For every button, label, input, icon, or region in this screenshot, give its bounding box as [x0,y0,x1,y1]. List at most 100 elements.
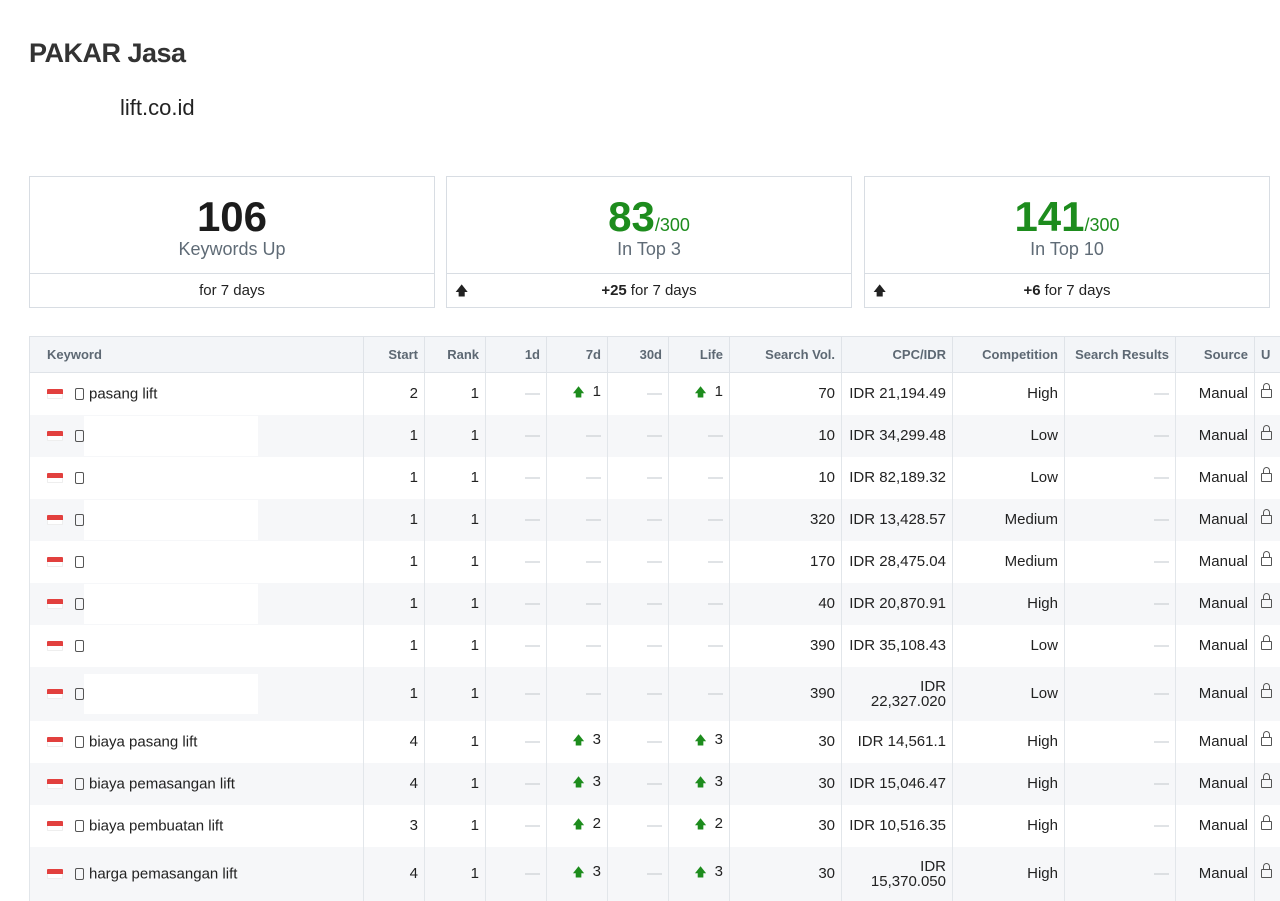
column-header-start[interactable]: Start [363,336,425,373]
competition-cell: High [952,720,1065,763]
arrow-up-icon: 🡅 [572,865,585,879]
redacted-keyword [84,457,258,498]
change-life-value: 2 [714,815,723,832]
change-7d-value: 3 [592,863,601,880]
lock-icon[interactable] [1261,551,1272,566]
redacted-keyword [84,415,258,456]
lock-cell[interactable] [1254,372,1280,415]
column-header-rank[interactable]: Rank [424,336,486,373]
column-header-competition[interactable]: Competition [952,336,1065,373]
keyword-text[interactable]: harga pemasangan lift [89,865,238,883]
lock-cell[interactable] [1254,414,1280,457]
lock-icon[interactable] [1261,425,1272,440]
source-cell: Manual [1175,624,1255,667]
indonesia-flag-icon [47,640,63,651]
change-life-cell: — [668,540,730,583]
change-life-cell: 🡅 2 [668,804,730,847]
rank-cell: 1 [424,846,486,901]
lock-icon[interactable] [1261,635,1272,650]
keyword-cell: pasang lift [29,372,364,415]
lock-cell[interactable] [1254,762,1280,805]
change-7d-value: 1 [592,383,601,401]
search-results-cell: — [1064,846,1176,901]
lock-icon[interactable] [1261,683,1272,698]
change-life-cell: — [668,456,730,499]
column-header-30d[interactable]: 30d [607,336,669,373]
change-7d-cell: 🡅 2 [546,804,608,847]
keyword-cell [29,624,364,667]
change-1d-cell: — [485,498,547,541]
lock-cell[interactable] [1254,846,1280,901]
lock-icon[interactable] [1261,773,1272,788]
keyword-cell: harga pemasangan lift [29,846,364,901]
search-volume-cell: 390 [729,666,842,721]
change-30d-cell: — [607,498,669,541]
lock-icon[interactable] [1261,383,1272,399]
change-1d-cell: — [485,372,547,415]
lock-cell[interactable] [1254,456,1280,499]
keyword-text[interactable]: biaya pembuatan lift [89,817,224,835]
source-cell: Manual [1175,720,1255,763]
lock-icon[interactable] [1261,593,1272,608]
redacted-keyword [84,625,258,666]
column-header-cpc[interactable]: CPC/IDR [841,336,953,373]
indonesia-flag-icon [47,820,63,831]
column-header-1d[interactable]: 1d [485,336,547,373]
column-header-7d[interactable]: 7d [546,336,608,373]
lock-cell[interactable] [1254,498,1280,541]
keyword-cell [29,540,364,583]
lock-cell[interactable] [1254,624,1280,667]
keywords-up-value: 106 [196,193,268,240]
column-header-source[interactable]: Source [1175,336,1255,373]
cpc-cell: IDR 14,561.1 [841,720,953,763]
lock-icon[interactable] [1261,509,1272,524]
competition-cell: Low [952,456,1065,499]
indonesia-flag-icon [47,472,63,483]
change-life-value: 3 [714,773,723,790]
table-row: 1 1— — — —390 IDR 35,108.43 Low — Manual [29,624,1280,667]
keyword-text[interactable]: biaya pasang lift [89,733,198,751]
lock-cell[interactable] [1254,804,1280,847]
change-life-value: 3 [714,863,723,880]
search-volume-cell: 10 [729,414,842,457]
change-7d-value: 3 [592,773,601,790]
arrow-up-icon: 🡅 [455,283,469,298]
arrow-up-icon: 🡅 [572,733,585,747]
lock-cell[interactable] [1254,540,1280,583]
column-header-search-results[interactable]: Search Results [1064,336,1176,373]
change-1d-cell: — [485,804,547,847]
lock-icon[interactable] [1261,731,1272,746]
source-cell: Manual [1175,372,1255,415]
top3-label: In Top 3 [617,239,681,259]
column-header-keyword[interactable]: Keyword [29,336,364,373]
mobile-device-icon [75,429,84,442]
change-life-cell: — [668,624,730,667]
competition-cell: Low [952,624,1065,667]
keyword-cell [29,498,364,541]
lock-icon[interactable] [1261,467,1272,482]
search-results-cell: — [1064,498,1176,541]
rank-cell: 1 [424,582,486,625]
change-life-value: 3 [714,731,723,748]
lock-cell[interactable] [1254,720,1280,763]
cpc-cell: IDR 22,327.020 [841,666,953,721]
lock-icon[interactable] [1261,863,1272,878]
keyword-text[interactable]: biaya pemasangan lift [89,775,235,793]
keyword-text[interactable]: pasang lift [89,385,158,403]
column-header-life[interactable]: Life [668,336,730,373]
start-cell: 1 [363,582,425,625]
lock-cell[interactable] [1254,582,1280,625]
change-7d-cell: 🡅 3 [546,846,608,901]
column-header-search-volume[interactable]: Search Vol. [729,336,842,373]
lock-cell[interactable] [1254,666,1280,721]
start-cell: 1 [363,624,425,667]
search-volume-cell: 170 [729,540,842,583]
domain-name[interactable]: lift.co.id [120,95,195,120]
table-row: biaya pemasangan lift 4 1— 🡅 3— 🡅 3 30 IDR 15,04… [29,762,1280,805]
keywords-up-label: Keywords Up [178,239,286,259]
lock-icon[interactable] [1261,815,1272,830]
column-header-u[interactable]: U [1254,336,1280,373]
competition-cell: High [952,762,1065,805]
search-results-cell: — [1064,372,1176,415]
mobile-device-icon [75,471,84,484]
